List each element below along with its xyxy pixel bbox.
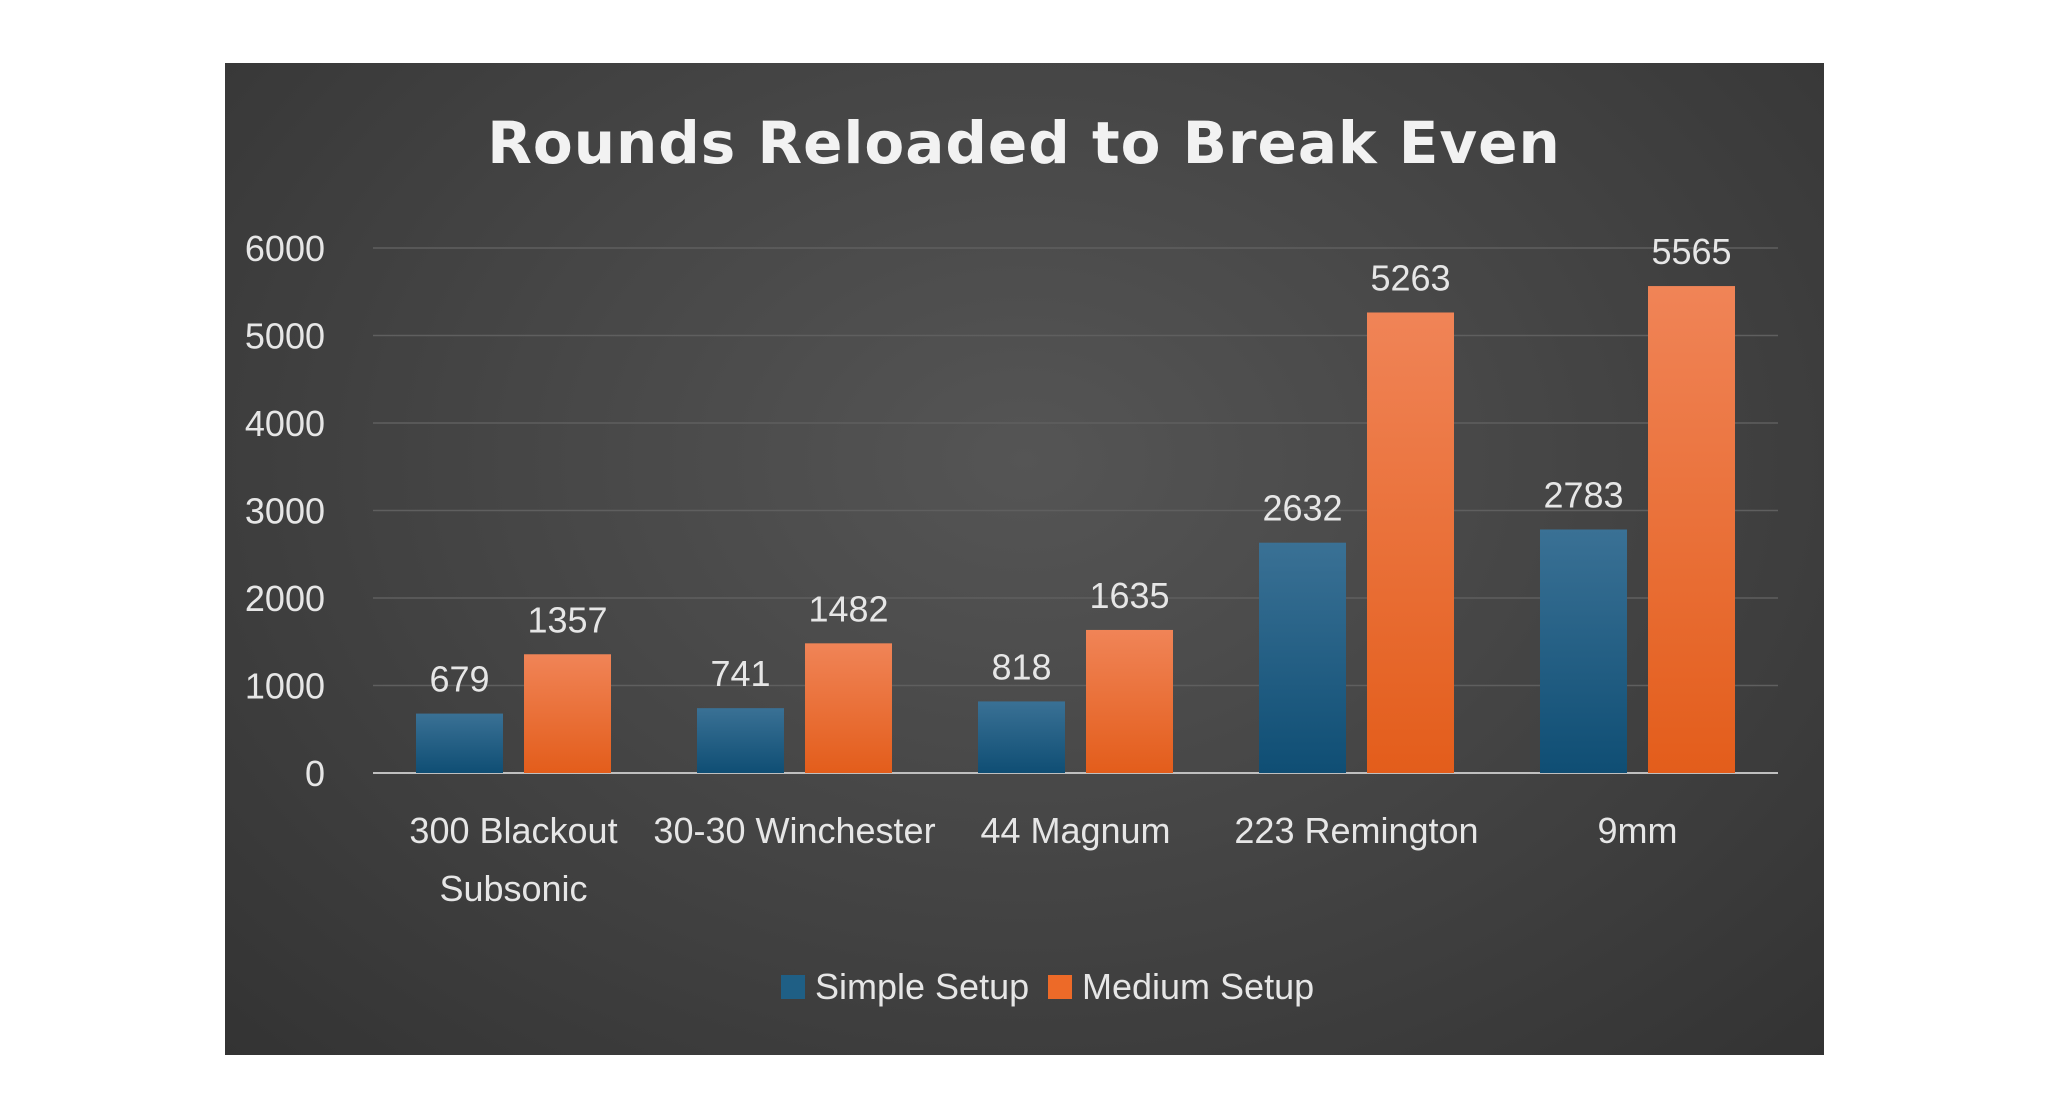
data-label: 1357 <box>527 599 607 640</box>
data-label: 679 <box>429 659 489 700</box>
data-label: 1635 <box>1089 575 1169 616</box>
bar-simple <box>1259 542 1346 773</box>
bars <box>416 286 1735 773</box>
bar-simple <box>1540 529 1627 773</box>
y-tick-label: 1000 <box>245 666 325 707</box>
x-tick-label: Subsonic <box>439 868 587 909</box>
x-tick-label: 300 Blackout <box>409 810 617 851</box>
legend-label: Medium Setup <box>1082 966 1314 1007</box>
legend: Simple Setup Medium Setup <box>781 966 1314 1007</box>
bar-simple <box>697 708 784 773</box>
bar-simple <box>416 713 503 773</box>
y-tick-label: 2000 <box>245 578 325 619</box>
data-label: 1482 <box>808 588 888 629</box>
legend-swatch <box>1048 975 1072 999</box>
bar-medium <box>805 643 892 773</box>
y-axis: 0 1000 2000 3000 4000 5000 6000 <box>245 228 325 794</box>
x-tick-label: 30-30 Winchester <box>653 810 935 851</box>
y-tick-label: 4000 <box>245 403 325 444</box>
x-tick-label: 44 Magnum <box>980 810 1170 851</box>
y-tick-label: 6000 <box>245 228 325 269</box>
data-label: 5565 <box>1651 231 1731 272</box>
data-label: 818 <box>991 646 1051 687</box>
bar-medium <box>1086 629 1173 773</box>
data-labels: 679 1357 741 1482 818 1635 2632 5263 2783 5565 <box>429 231 1731 700</box>
bar-simple <box>978 701 1065 773</box>
y-tick-label: 5000 <box>245 316 325 357</box>
data-label: 2783 <box>1543 474 1623 515</box>
data-label: 5263 <box>1370 257 1450 298</box>
x-tick-label: 9mm <box>1598 810 1678 851</box>
chart-panel: Rounds Reloaded to Break Even 0 1000 2000 3… <box>225 63 1824 1055</box>
x-tick-label: 223 Remington <box>1234 810 1478 851</box>
bar-medium <box>1367 312 1454 773</box>
data-label: 741 <box>710 653 770 694</box>
bar-medium <box>524 654 611 773</box>
bar-medium <box>1648 286 1735 773</box>
legend-label: Simple Setup <box>815 966 1029 1007</box>
chart-title: Rounds Reloaded to Break Even <box>487 109 1561 177</box>
bar-chart: Rounds Reloaded to Break Even 0 1000 2000 3… <box>245 109 1778 1007</box>
y-tick-label: 3000 <box>245 491 325 532</box>
x-axis: 300 Blackout Subsonic 30-30 Winchester 44 M… <box>409 810 1677 909</box>
y-tick-label: 0 <box>305 753 325 794</box>
data-label: 2632 <box>1262 488 1342 529</box>
legend-swatch <box>781 975 805 999</box>
